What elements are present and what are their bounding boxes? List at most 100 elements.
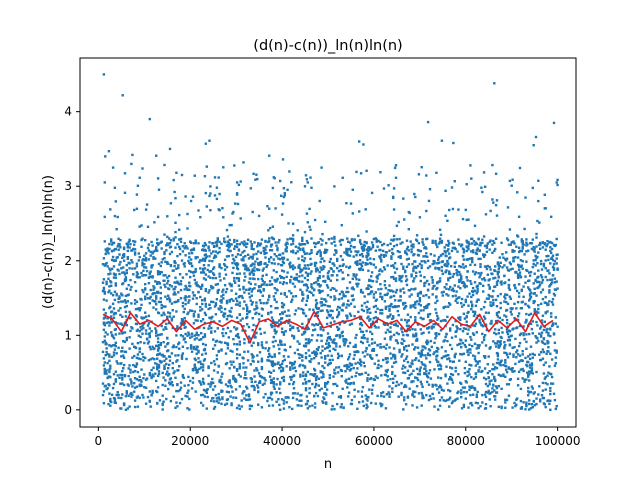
scatter-point bbox=[430, 327, 433, 330]
scatter-point bbox=[279, 339, 282, 342]
scatter-point bbox=[443, 249, 446, 253]
scatter-point bbox=[513, 284, 516, 287]
scatter-point bbox=[541, 288, 545, 291]
scatter-point bbox=[158, 399, 162, 402]
scatter-point bbox=[507, 278, 511, 282]
scatter-point bbox=[159, 297, 162, 300]
scatter-point bbox=[108, 384, 111, 387]
scatter-point bbox=[543, 301, 546, 304]
scatter-point bbox=[489, 209, 492, 213]
scatter-point bbox=[434, 383, 437, 387]
scatter-point bbox=[376, 366, 379, 370]
scatter-point bbox=[427, 199, 431, 203]
scatter-point bbox=[500, 326, 503, 330]
scatter-point bbox=[230, 289, 233, 292]
scatter-point bbox=[425, 247, 428, 250]
scatter-point bbox=[390, 264, 393, 268]
scatter-point bbox=[343, 321, 346, 324]
scatter-point bbox=[543, 193, 546, 196]
scatter-point bbox=[496, 354, 500, 358]
scatter-point bbox=[162, 376, 165, 379]
scatter-point bbox=[304, 355, 308, 359]
scatter-point bbox=[306, 278, 309, 282]
scatter-point bbox=[289, 324, 292, 327]
scatter-point bbox=[235, 406, 239, 410]
scatter-point bbox=[356, 285, 359, 288]
scatter-point bbox=[503, 264, 506, 267]
scatter-point bbox=[296, 250, 299, 253]
scatter-point bbox=[438, 363, 442, 366]
scatter-point bbox=[442, 306, 445, 310]
scatter-point bbox=[336, 328, 340, 331]
scatter-point bbox=[259, 301, 263, 305]
scatter-point bbox=[447, 279, 450, 282]
scatter-point bbox=[184, 254, 187, 257]
scatter-point bbox=[548, 300, 551, 303]
scatter-point bbox=[499, 374, 502, 378]
scatter-point bbox=[516, 301, 520, 304]
scatter-point bbox=[344, 364, 347, 367]
scatter-point bbox=[353, 238, 356, 241]
scatter-point bbox=[122, 300, 125, 303]
scatter-point bbox=[330, 274, 333, 277]
scatter-point bbox=[444, 374, 447, 378]
scatter-point bbox=[517, 246, 521, 249]
scatter-point bbox=[369, 311, 372, 314]
scatter-point bbox=[493, 368, 496, 371]
scatter-point bbox=[104, 354, 107, 357]
scatter-point bbox=[193, 174, 196, 177]
scatter-point bbox=[192, 274, 196, 277]
scatter-point bbox=[514, 286, 517, 290]
scatter-point bbox=[172, 178, 175, 182]
scatter-point bbox=[545, 352, 548, 355]
scatter-point bbox=[420, 383, 423, 386]
scatter-point bbox=[362, 404, 365, 408]
scatter-point bbox=[488, 370, 491, 373]
scatter-point bbox=[398, 237, 401, 241]
scatter-point bbox=[273, 387, 276, 390]
scatter-point bbox=[393, 299, 397, 302]
scatter-point bbox=[325, 393, 328, 396]
scatter-point bbox=[324, 220, 327, 223]
scatter-point bbox=[423, 284, 426, 288]
scatter-point bbox=[190, 251, 194, 255]
scatter-point bbox=[257, 277, 260, 281]
scatter-point bbox=[125, 304, 128, 308]
scatter-point bbox=[215, 339, 219, 343]
scatter-point bbox=[483, 265, 487, 268]
scatter-point bbox=[408, 211, 411, 215]
scatter-point bbox=[501, 266, 504, 269]
scatter-point bbox=[212, 407, 216, 410]
scatter-point bbox=[243, 244, 246, 247]
scatter-point bbox=[439, 233, 443, 236]
scatter-point bbox=[392, 290, 395, 293]
scatter-point bbox=[174, 406, 177, 409]
scatter-point bbox=[473, 324, 477, 328]
scatter-point bbox=[255, 304, 258, 307]
scatter-point bbox=[435, 334, 438, 337]
scatter-point bbox=[201, 257, 205, 261]
scatter-point bbox=[346, 367, 349, 370]
scatter-point bbox=[248, 296, 252, 299]
scatter-point bbox=[316, 333, 320, 337]
scatter-point bbox=[102, 298, 106, 301]
scatter-point bbox=[197, 209, 200, 212]
scatter-point bbox=[517, 265, 521, 268]
scatter-point bbox=[497, 332, 500, 335]
scatter-point bbox=[544, 207, 547, 210]
scatter-point bbox=[131, 261, 134, 264]
scatter-point bbox=[272, 381, 275, 384]
scatter-point bbox=[122, 247, 126, 251]
scatter-point bbox=[289, 281, 292, 284]
scatter-point bbox=[339, 395, 343, 398]
scatter-point bbox=[261, 269, 264, 272]
scatter-point bbox=[417, 359, 421, 362]
scatter-point bbox=[260, 367, 264, 371]
scatter-point bbox=[215, 186, 219, 189]
scatter-point bbox=[496, 315, 500, 318]
scatter-point bbox=[537, 311, 540, 314]
scatter-point bbox=[360, 308, 364, 311]
scatter-point bbox=[354, 362, 357, 365]
scatter-point bbox=[244, 265, 247, 268]
scatter-point bbox=[488, 383, 491, 386]
